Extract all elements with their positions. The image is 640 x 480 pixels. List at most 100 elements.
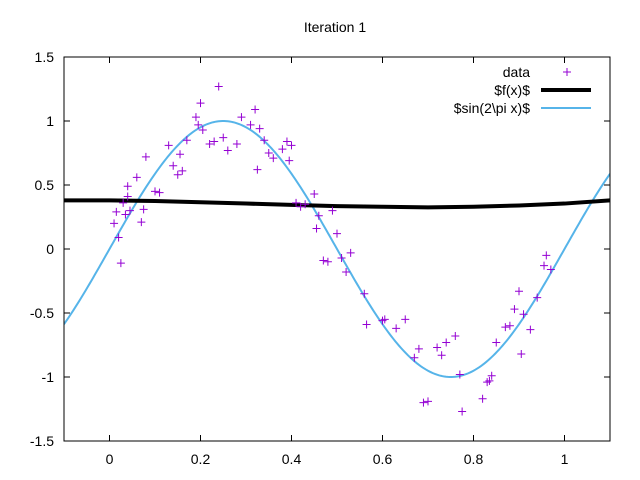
data-point: [483, 378, 492, 387]
x-tick-label: 0.2: [191, 451, 211, 467]
data-point: [296, 202, 305, 211]
data-point: [301, 200, 310, 209]
y-tick-label: -0.5: [30, 305, 54, 321]
data-point: [123, 182, 132, 191]
data-point: [342, 268, 351, 277]
data-point: [223, 146, 232, 155]
data-point: [437, 351, 446, 360]
x-tick-label: 0.8: [464, 451, 484, 467]
y-tick-label: 1: [46, 113, 54, 129]
data-point: [292, 198, 301, 207]
data-point: [285, 156, 294, 165]
data-point: [119, 198, 128, 207]
y-tick-label: 0.5: [35, 177, 55, 193]
data-point: [114, 233, 123, 242]
data-point: [362, 320, 371, 329]
data-point: [323, 257, 332, 266]
legend-label: $f(x)$: [494, 82, 530, 98]
data-point: [458, 407, 467, 416]
data-point: [155, 188, 164, 197]
data-point: [451, 332, 460, 341]
data-point: [378, 316, 387, 325]
data-point: [333, 229, 341, 238]
data-point: [205, 140, 214, 149]
series-fx-line: [64, 198, 610, 210]
y-tick-label: 1.5: [35, 49, 55, 65]
plot-area: [64, 82, 610, 416]
legend-label: $sin(2\pi x)$: [454, 100, 530, 116]
data-point: [255, 124, 264, 133]
data-point: [546, 265, 555, 274]
data-point: [278, 145, 287, 154]
data-point: [123, 192, 132, 201]
data-point: [196, 99, 205, 108]
data-point: [178, 166, 187, 175]
x-tick-label: 1: [561, 451, 569, 467]
data-point: [542, 251, 551, 260]
x-tick-label: 0.6: [373, 451, 393, 467]
y-tick-label: -1: [42, 369, 55, 385]
data-point: [191, 113, 200, 122]
data-point: [487, 371, 496, 380]
data-point: [287, 141, 296, 150]
data-point: [137, 218, 146, 227]
data-point: [433, 343, 442, 352]
data-point: [132, 173, 141, 182]
axis-ticks: 0 0.2 0.4 0.6 0.8 1 1.5 1 0.5 0 -0.5 -1 -1.5: [30, 49, 610, 467]
legend: data $f(x)$ $sin(2\pi x)$: [454, 64, 591, 116]
x-tick-label: 0.4: [282, 451, 302, 467]
data-point: [455, 370, 464, 379]
data-point: [533, 293, 542, 302]
data-point: [424, 397, 432, 406]
data-point: [246, 120, 255, 129]
data-point: [253, 165, 262, 174]
data-point: [517, 349, 526, 358]
data-point: [319, 256, 328, 265]
data-point: [419, 398, 428, 407]
data-point: [380, 315, 389, 324]
data-point: [519, 310, 528, 319]
data-point: [310, 189, 319, 198]
data-point: [219, 133, 228, 142]
data-point: [505, 321, 514, 330]
data-point: [515, 287, 523, 296]
data-point: [198, 125, 207, 134]
data-point: [251, 105, 260, 114]
data-point: [501, 323, 510, 332]
data-point: [492, 338, 501, 347]
data-point: [410, 353, 419, 362]
data-point: [112, 207, 121, 216]
data-point: [312, 224, 321, 233]
data-point: [176, 150, 185, 159]
data-point: [173, 170, 182, 179]
legend-label: data: [503, 64, 530, 80]
data-point: [392, 324, 401, 333]
data-point: [121, 210, 130, 219]
data-point: [337, 253, 346, 262]
data-point: [328, 206, 337, 215]
data-point: [360, 289, 369, 298]
data-point: [442, 338, 451, 347]
legend-swatch-data: [563, 68, 571, 76]
data-point: [182, 136, 191, 145]
data-point: [282, 137, 291, 146]
series-sin-line: [64, 120, 610, 378]
data-point: [478, 394, 487, 403]
y-tick-label: -1.5: [30, 433, 54, 449]
data-point: [526, 325, 535, 334]
data-point: [214, 82, 223, 91]
data-point: [269, 154, 278, 163]
x-tick-label: 0: [106, 451, 114, 467]
data-point: [510, 305, 519, 314]
data-point: [125, 206, 134, 215]
data-point: [169, 161, 178, 170]
y-tick-label: 0: [46, 241, 54, 257]
plot-frame: [63, 56, 611, 442]
data-point: [237, 113, 246, 122]
data-point: [264, 149, 273, 157]
data-point: [401, 315, 410, 324]
data-point: [540, 261, 549, 270]
data-point: [346, 248, 355, 257]
chart-title: Iteration 1: [304, 19, 366, 35]
